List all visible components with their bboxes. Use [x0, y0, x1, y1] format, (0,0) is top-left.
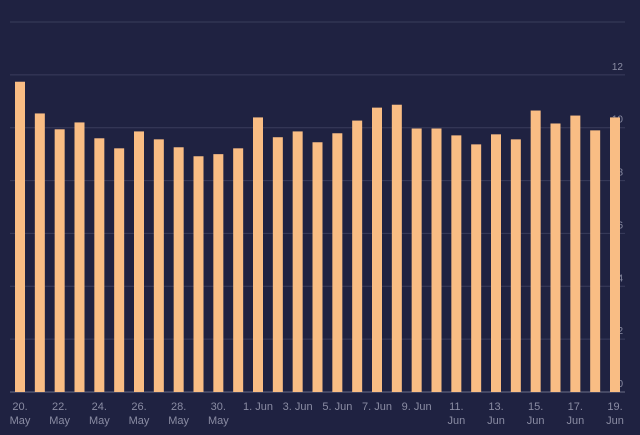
bar	[451, 135, 462, 392]
x-tick-label: 20. May	[9, 401, 31, 427]
bar	[352, 120, 363, 392]
bar	[74, 122, 85, 392]
x-tick-label: 17. Jun	[566, 401, 585, 427]
y-tick-label: 2	[617, 326, 623, 337]
bar	[550, 123, 561, 392]
bar	[15, 81, 25, 392]
x-tick-label: 26. May	[128, 401, 150, 427]
bar	[193, 156, 204, 392]
x-tick-label: 1. Jun	[243, 401, 273, 413]
x-tick-label: 11. Jun	[447, 401, 466, 427]
bar	[292, 131, 303, 392]
bar	[213, 154, 224, 392]
x-tick-label: 5. Jun	[322, 401, 353, 413]
bar	[570, 115, 581, 393]
x-tick-label: 24. May	[88, 401, 110, 427]
bar	[54, 129, 65, 393]
x-tick-label: 9. Jun	[401, 401, 432, 413]
bar	[272, 137, 283, 392]
bar	[391, 104, 402, 392]
bar	[491, 134, 501, 393]
bar	[253, 117, 263, 393]
bar	[153, 139, 164, 392]
bar	[471, 144, 482, 392]
bar	[173, 147, 184, 392]
bar	[411, 128, 422, 392]
y-tick-label: 8	[617, 168, 623, 179]
x-tick-label: 7. Jun	[362, 401, 392, 413]
bar	[332, 133, 343, 392]
bar	[372, 107, 382, 392]
bar	[431, 128, 442, 392]
bar	[610, 117, 620, 393]
y-tick-label: 0	[617, 379, 623, 390]
x-tick-label: 15. Jun	[526, 401, 545, 427]
bar	[590, 130, 601, 392]
bar	[34, 113, 45, 392]
bar	[94, 138, 105, 392]
x-tick-label: 13. Jun	[487, 401, 505, 427]
x-tick-label: 28. May	[168, 401, 190, 427]
bar	[134, 131, 144, 392]
bar	[510, 139, 521, 392]
bar	[312, 142, 323, 392]
x-tick-label: 30. May	[207, 401, 229, 427]
x-tick-label: 3. Jun	[282, 401, 313, 413]
y-tick-label: 12	[612, 62, 624, 73]
x-tick-label: 22. May	[49, 401, 71, 427]
y-tick-label: 6	[617, 220, 623, 231]
bar	[114, 148, 125, 392]
bar	[233, 148, 244, 392]
bar	[530, 110, 541, 393]
x-tick-label: 19. Jun	[606, 401, 624, 427]
y-tick-label: 4	[617, 273, 623, 284]
